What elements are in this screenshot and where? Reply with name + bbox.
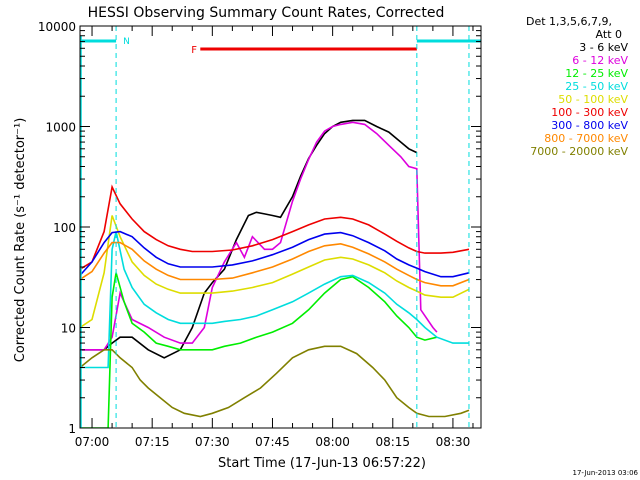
- x-tick-label-2: 07:30: [195, 435, 230, 449]
- y-tick-label-3: 1000: [45, 121, 76, 135]
- legend-header-line-1: Det 1,3,5,6,7,9,: [526, 15, 612, 28]
- x-tick-label-3: 07:45: [255, 435, 290, 449]
- flag-label-f: F: [191, 45, 197, 56]
- y-tick-label-0: 1: [68, 422, 76, 436]
- series-line-7: [80, 241, 470, 287]
- series-line-2: [80, 272, 438, 428]
- legend-entry-0: 3 - 6 keV: [579, 41, 628, 54]
- legend-entry-4: 50 - 100 keV: [558, 93, 628, 106]
- legend-entry-5: 100 - 300 keV: [551, 106, 628, 119]
- plot-area: N F 1 10 100 1000 10000 07:00 07:15 07:30 07:45 08:…: [38, 20, 629, 449]
- y-tick-label-4: 10000: [38, 20, 76, 34]
- legend-entry-1: 6 - 12 keV: [572, 54, 628, 67]
- legend-entry-8: 7000 - 20000 keV: [530, 145, 628, 158]
- x-tick-label-1: 07:15: [135, 435, 170, 449]
- y-tick-label-1: 10: [61, 322, 76, 336]
- x-tick-label-0: 07:00: [75, 435, 110, 449]
- plot-timestamp: 17-Jun-2013 03:06: [573, 469, 639, 477]
- x-axis-label: Start Time (17-Jun-13 06:57:22): [218, 456, 426, 471]
- x-tick-label-5: 08:15: [375, 435, 410, 449]
- series-line-5: [80, 184, 470, 270]
- legend-header-line-2: Att 0: [596, 28, 622, 41]
- legend-entry-3: 25 - 50 keV: [565, 80, 628, 93]
- series-line-1: [80, 121, 438, 351]
- legend-entry-6: 300 - 800 keV: [551, 119, 628, 132]
- series-line-0: [80, 119, 418, 359]
- y-tick-label-2: 100: [53, 221, 76, 235]
- flag-label-n: N: [123, 37, 130, 47]
- legend-entry-2: 12 - 25 keV: [565, 67, 628, 80]
- series-line-3: [80, 231, 469, 369]
- series-line-6: [80, 230, 470, 278]
- x-tick-label-4: 08:00: [315, 435, 350, 449]
- series-line-4: [80, 215, 470, 329]
- y-axis-label: Corrected Count Rate (s⁻¹ detector⁻¹): [13, 118, 28, 363]
- chart-title: HESSI Observing Summary Count Rates, Cor…: [88, 5, 445, 21]
- series-line-8: [80, 345, 470, 418]
- x-tick-label-6: 08:30: [436, 435, 471, 449]
- legend-entry-7: 800 - 7000 keV: [544, 132, 628, 145]
